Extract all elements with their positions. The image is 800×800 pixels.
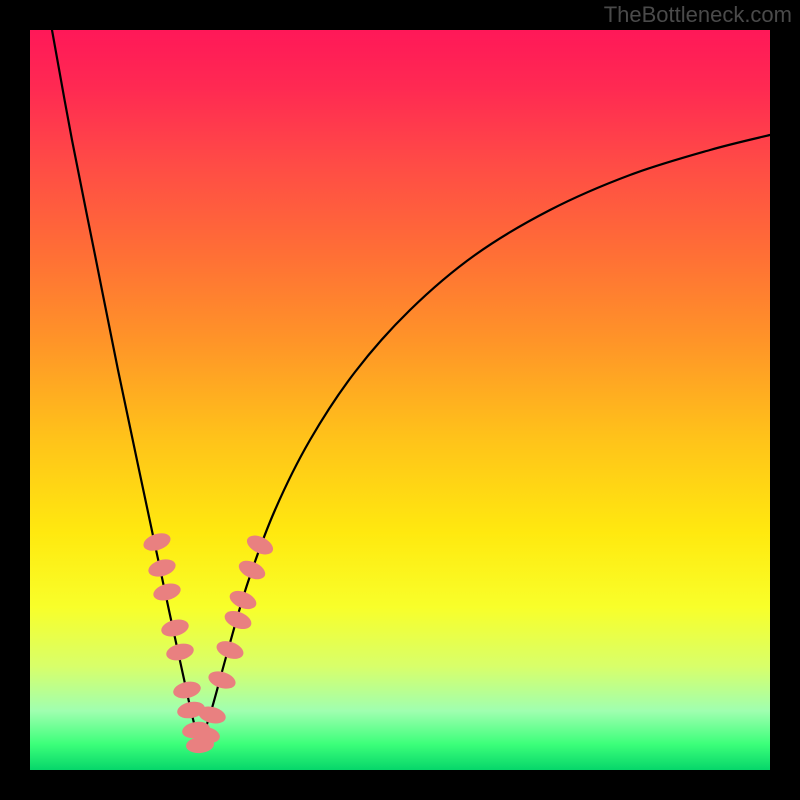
- chart-svg: [0, 0, 800, 800]
- bottleneck-chart: TheBottleneck.com: [0, 0, 800, 800]
- chart-background: [30, 30, 770, 770]
- watermark-text: TheBottleneck.com: [604, 2, 792, 28]
